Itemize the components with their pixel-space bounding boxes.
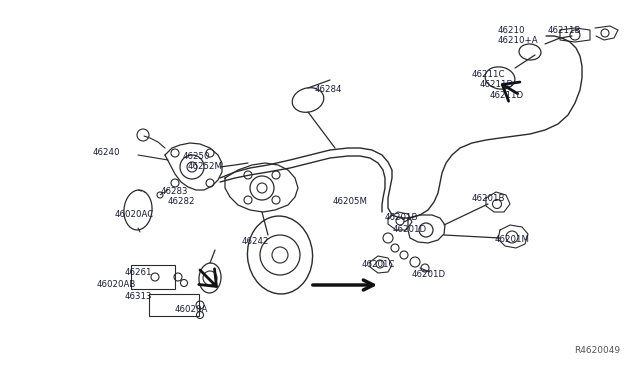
- Text: 46201D: 46201D: [393, 225, 427, 234]
- Text: 46313: 46313: [125, 292, 152, 301]
- Text: 46240: 46240: [93, 148, 120, 157]
- Text: 46020AB: 46020AB: [97, 280, 136, 289]
- Text: 46210: 46210: [498, 26, 525, 35]
- Text: 46252M: 46252M: [188, 162, 223, 171]
- Text: 46211B: 46211B: [548, 26, 582, 35]
- Text: 46201B: 46201B: [385, 213, 419, 222]
- Text: 46284: 46284: [315, 85, 342, 94]
- Text: 46210+A: 46210+A: [498, 36, 539, 45]
- Text: R4620049: R4620049: [574, 346, 620, 355]
- Text: 46201D: 46201D: [412, 270, 446, 279]
- Text: 46250: 46250: [183, 152, 211, 161]
- FancyBboxPatch shape: [149, 294, 199, 316]
- Text: 46201C: 46201C: [362, 260, 396, 269]
- Text: 46201B: 46201B: [472, 194, 506, 203]
- Text: 46205M: 46205M: [333, 197, 368, 206]
- Text: 46283: 46283: [161, 187, 189, 196]
- Text: 46211C: 46211C: [472, 70, 506, 79]
- Text: 46242: 46242: [242, 237, 269, 246]
- Text: 46261: 46261: [125, 268, 152, 277]
- Text: 46211D: 46211D: [480, 80, 514, 89]
- Text: 46020A: 46020A: [175, 305, 209, 314]
- Text: 46282: 46282: [168, 197, 195, 206]
- FancyBboxPatch shape: [131, 265, 175, 289]
- Text: 46211D: 46211D: [490, 91, 524, 100]
- Text: 46020AC: 46020AC: [115, 210, 154, 219]
- Text: 46201M: 46201M: [495, 235, 530, 244]
